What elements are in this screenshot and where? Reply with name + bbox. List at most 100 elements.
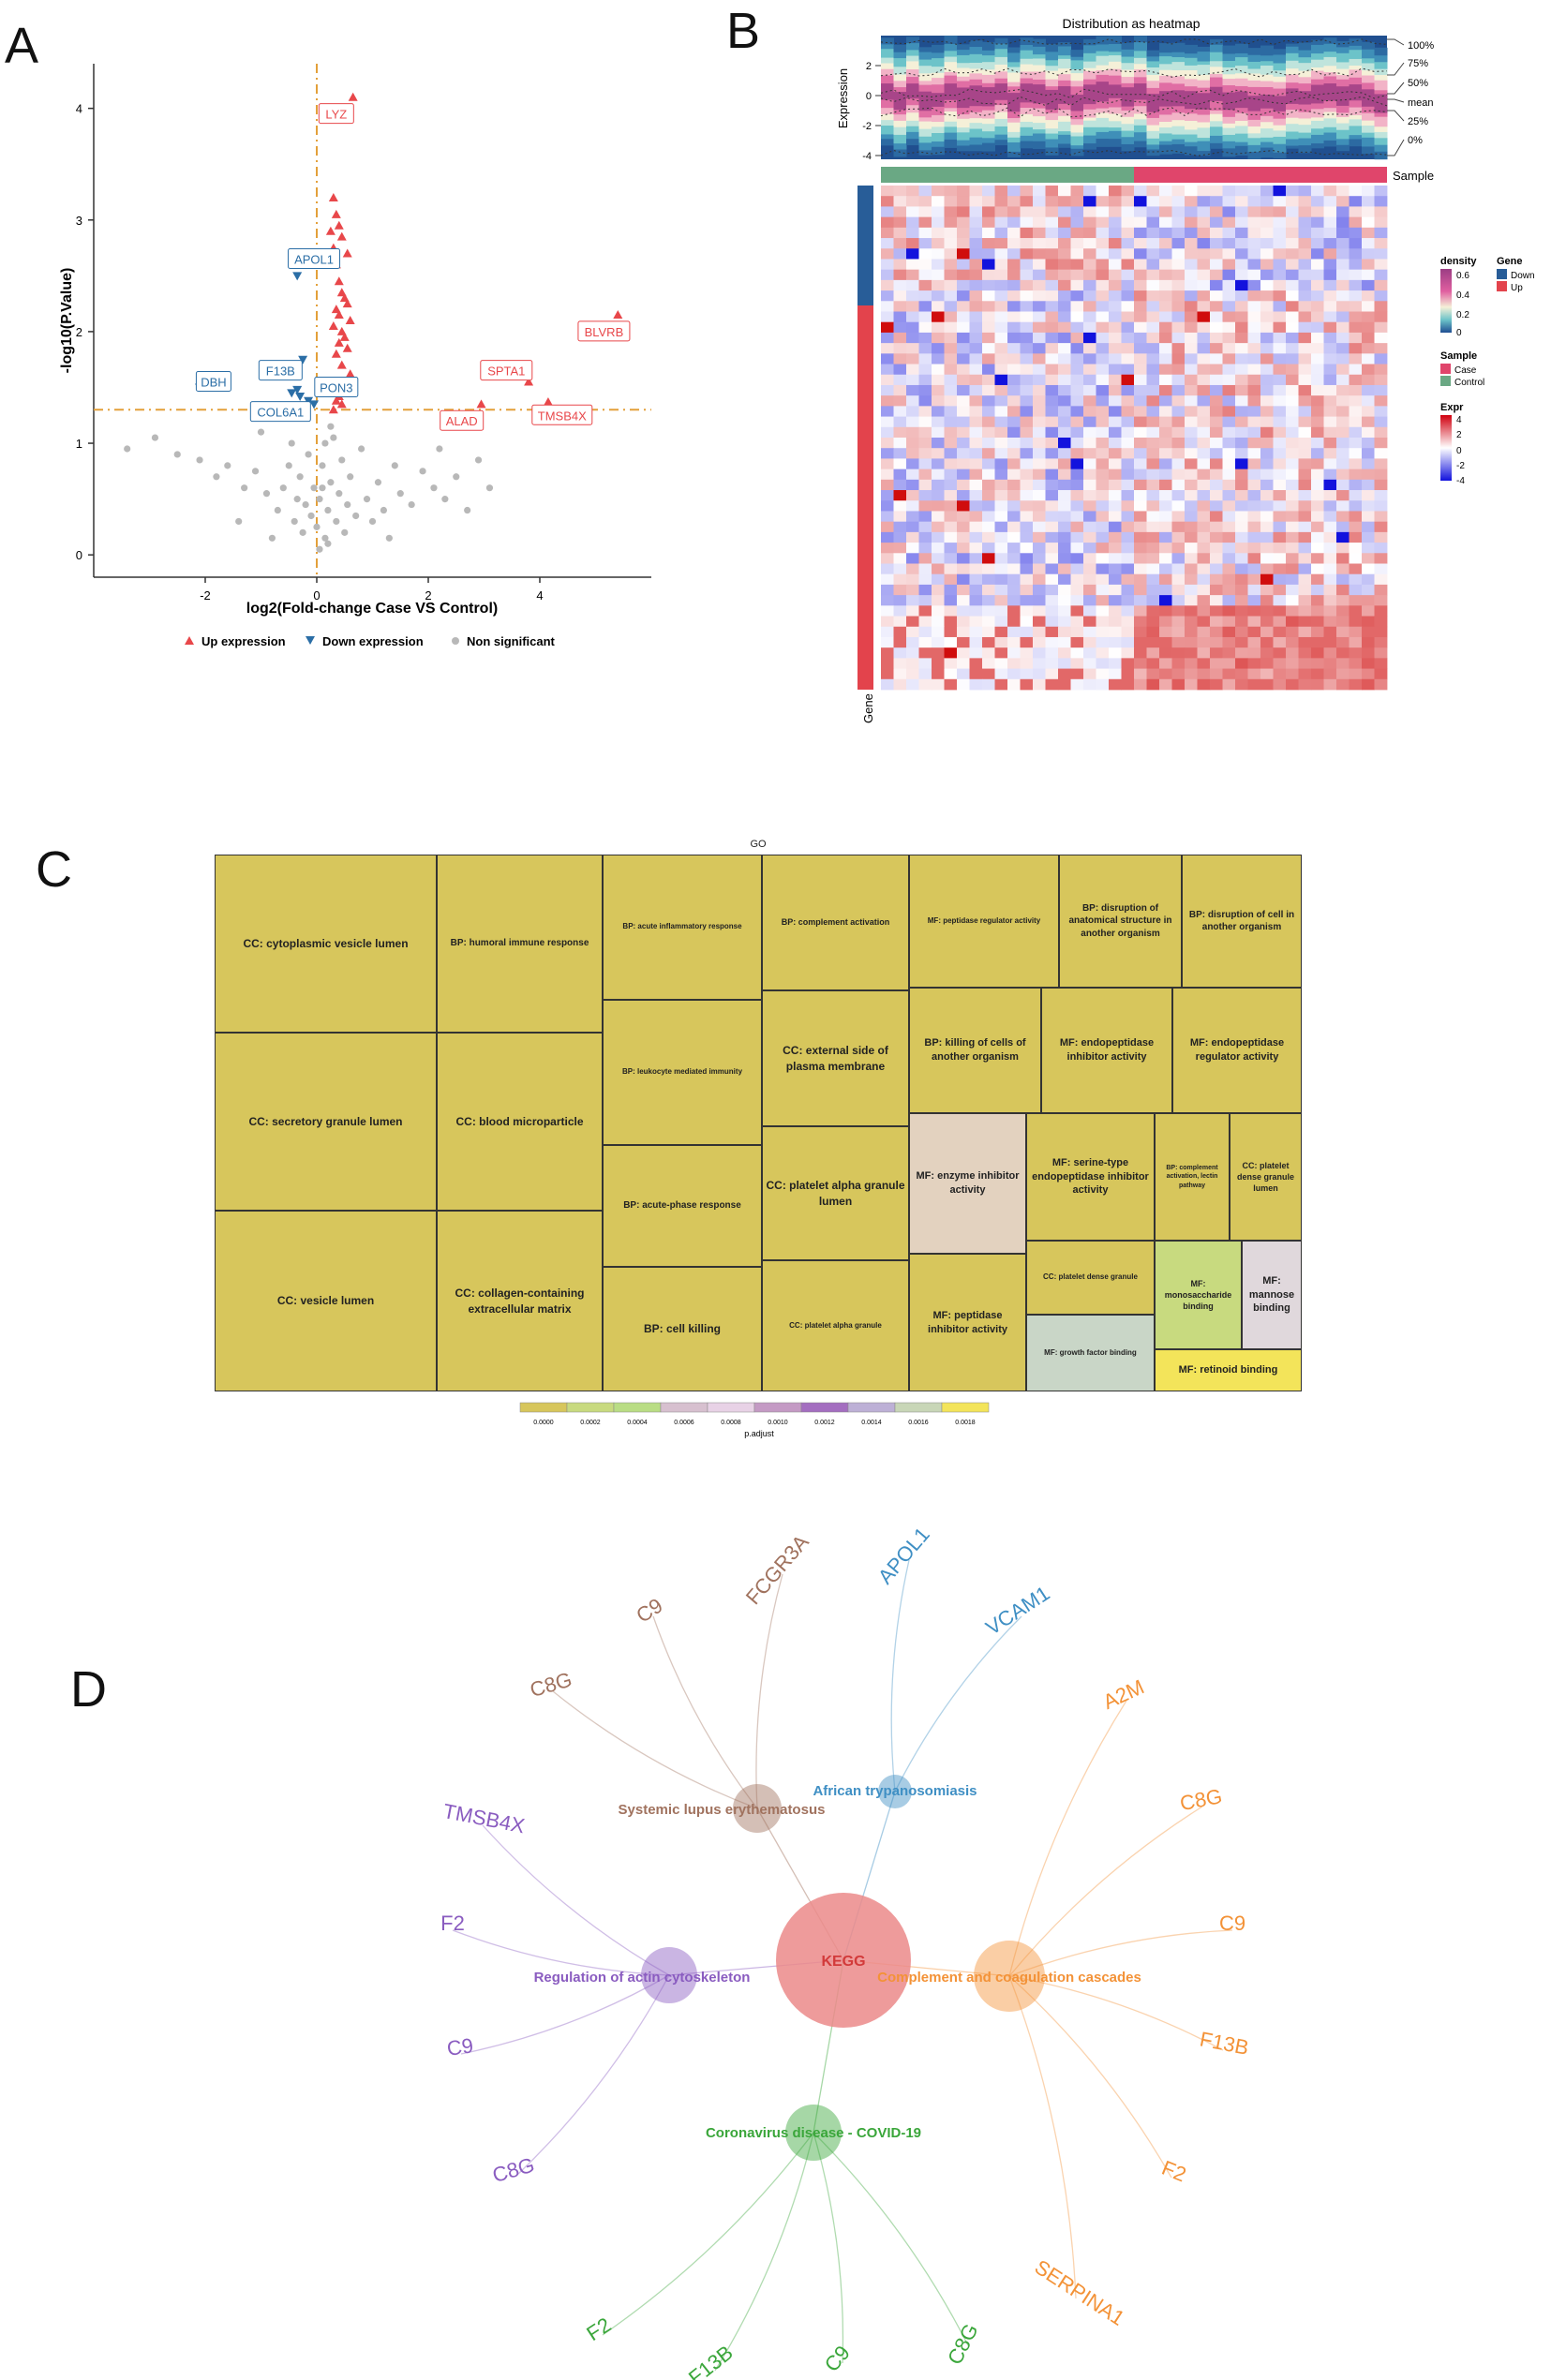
heatmap-cell — [1134, 616, 1147, 628]
heatmap-cell — [1146, 374, 1160, 386]
heatmap-cell — [1134, 678, 1147, 691]
heatmap-cell — [1286, 521, 1299, 533]
heatmap-cell — [1197, 196, 1211, 207]
density-band — [1058, 86, 1071, 104]
heatmap-cell — [994, 595, 1008, 606]
heatmap-cell — [1336, 595, 1350, 606]
heatmap-cell — [1121, 301, 1135, 312]
heatmap-cell — [881, 269, 894, 281]
heatmap-cell — [1146, 426, 1160, 439]
volcano-y-label: -log10(P.Value) — [59, 268, 75, 374]
heatmap-cell — [1311, 384, 1324, 396]
network-edge — [1008, 1975, 1172, 2179]
heatmap-cell — [1298, 216, 1312, 229]
heatmap-cell — [893, 406, 907, 417]
quantile-line — [880, 149, 1388, 156]
heatmap-cell — [1121, 186, 1135, 197]
heatmap-cell — [1311, 573, 1324, 586]
heatmap-cell — [906, 490, 919, 501]
heatmap-cell — [969, 500, 983, 512]
heatmap-cell — [994, 647, 1008, 659]
heatmap-cell — [932, 511, 945, 523]
heatmap-cell — [1298, 301, 1312, 312]
heatmap-cell — [1070, 321, 1084, 334]
volcano-point-ns — [257, 428, 265, 436]
volcano-point-up — [328, 320, 338, 330]
pathway-label: Regulation of actin cytoskeleton — [534, 1970, 751, 1986]
heatmap-cell — [1362, 531, 1375, 543]
heatmap-cell — [1045, 279, 1059, 291]
heatmap-cell — [1096, 605, 1110, 617]
heatmap-cell — [1260, 248, 1274, 260]
density-band — [1197, 93, 1211, 110]
volcano-point-up — [334, 337, 344, 347]
heatmap-cell — [1362, 259, 1375, 271]
heatmap-cell — [906, 605, 919, 617]
heatmap-cell — [1058, 626, 1071, 638]
heatmap-cell — [1058, 438, 1071, 449]
heatmap-cell — [1222, 521, 1236, 533]
heatmap-cell — [1336, 553, 1350, 564]
volcano-point-up — [325, 226, 336, 235]
heatmap-cell — [893, 416, 907, 428]
heatmap-cell — [1222, 616, 1236, 628]
heatmap-cell — [1362, 573, 1375, 586]
heatmap-cell — [893, 553, 907, 564]
heatmap-cell — [994, 605, 1008, 617]
heatmap-cell — [906, 406, 919, 417]
heatmap-cell — [1311, 332, 1324, 344]
heatmap-cell — [906, 458, 919, 470]
heatmap-cell — [1045, 248, 1059, 260]
heatmap-cell — [893, 605, 907, 617]
heatmap-cell — [1286, 584, 1299, 596]
heatmap-cell — [1159, 290, 1172, 302]
heatmap-cell — [1222, 332, 1236, 344]
heatmap-cell — [906, 531, 919, 543]
heatmap-cell — [1210, 668, 1223, 680]
heatmap-cell — [982, 227, 995, 239]
heatmap-cell — [1121, 238, 1135, 249]
heatmap-cell — [1197, 479, 1211, 491]
volcano-point-ns — [124, 445, 131, 453]
heatmap-cell — [1045, 448, 1059, 459]
heatmap-cell — [893, 395, 907, 407]
heatmap-cell — [1273, 563, 1287, 575]
network-edge — [1008, 1806, 1203, 1977]
heatmap-cell — [1362, 490, 1375, 501]
heatmap-cell — [1260, 531, 1274, 543]
heatmap-cell — [1033, 290, 1046, 302]
heatmap-cell — [1070, 196, 1084, 207]
heatmap-cell — [881, 668, 894, 680]
heatmap-cell — [1362, 279, 1375, 291]
gene-node-label: F2 — [440, 1911, 465, 1935]
heatmap-cell — [994, 406, 1008, 417]
heatmap-cell — [944, 238, 958, 249]
padjust-tick: 0.0002 — [580, 1420, 601, 1426]
heatmap-cell — [994, 196, 1008, 207]
heatmap-cell — [1311, 227, 1324, 239]
heatmap-cell — [1083, 353, 1096, 364]
heatmap-cell — [1197, 406, 1211, 417]
heatmap-cell — [932, 448, 945, 459]
quantile-label: 100% — [1408, 40, 1434, 52]
heatmap-cell — [1070, 216, 1084, 229]
heatmap-cell — [1260, 290, 1274, 302]
heatmap-cell — [944, 426, 958, 439]
heatmap-cell — [994, 438, 1008, 449]
volcano-point-up — [342, 248, 352, 258]
volcano-point-up — [613, 310, 623, 320]
heatmap-cell — [1070, 531, 1084, 543]
heatmap-cell — [1121, 616, 1135, 628]
heatmap-cell — [1033, 458, 1046, 470]
heatmap-cell — [1374, 353, 1388, 364]
heatmap-cell — [1134, 332, 1147, 344]
heatmap-cell — [1374, 269, 1388, 281]
volcano-point-ns — [268, 534, 276, 542]
heatmap-cell — [1007, 321, 1021, 334]
heatmap-cell — [1109, 290, 1122, 302]
heatmap-cell — [1222, 353, 1236, 364]
treemap-cell: BP: leukocyte mediated immunity — [603, 1000, 762, 1145]
heatmap-cell — [1146, 301, 1160, 312]
heatmap-cell — [1096, 374, 1110, 386]
heatmap-cell — [944, 458, 958, 470]
